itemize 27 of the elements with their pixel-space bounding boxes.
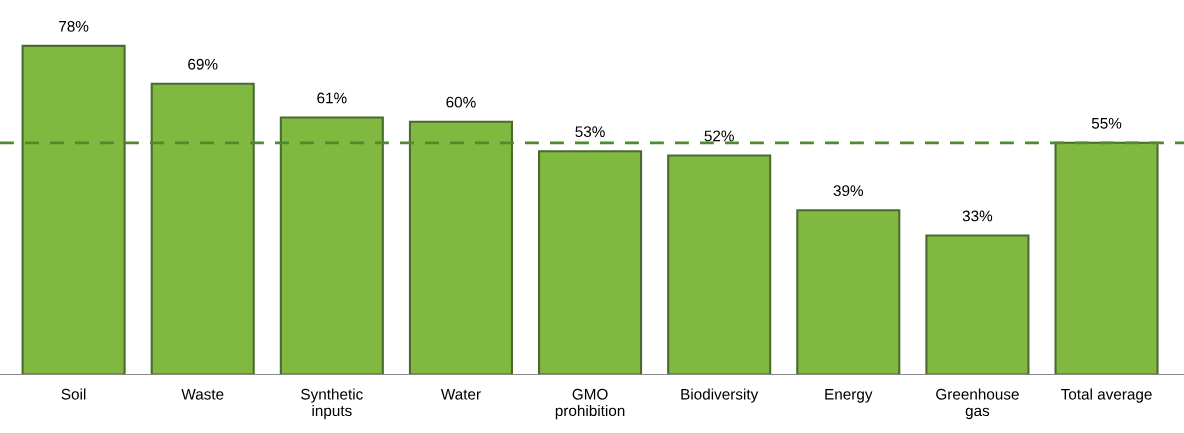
bar [667,154,772,375]
bar [279,116,384,375]
bar [796,209,901,375]
x-tick-label: Water [440,388,481,400]
bar [21,44,126,375]
x-tick-label: Total average [1061,388,1152,403]
bar [925,234,1030,375]
bar [538,150,643,375]
data-label: 60% [446,96,476,108]
data-label: 55% [1091,117,1122,129]
x-tick-label: Greenhouse gas [936,388,1019,420]
x-tick-label: Synthetic inputs [301,388,363,420]
data-label: 39% [833,185,864,197]
x-tick-label: Soil [61,388,86,400]
data-label: 52% [704,130,734,142]
x-tick-label: GMO prohibition [555,388,625,420]
x-tick-label: Biodiversity [681,388,759,403]
bar [408,120,513,375]
data-label: 33% [962,210,993,222]
x-tick-label: Waste [181,388,224,400]
bar [1054,141,1159,375]
data-label: 69% [188,58,218,70]
x-tick-label: Energy [825,388,873,403]
data-label: 53% [575,126,605,138]
data-label: 78% [59,20,89,32]
data-label: 61% [317,92,347,104]
bar [150,82,255,375]
